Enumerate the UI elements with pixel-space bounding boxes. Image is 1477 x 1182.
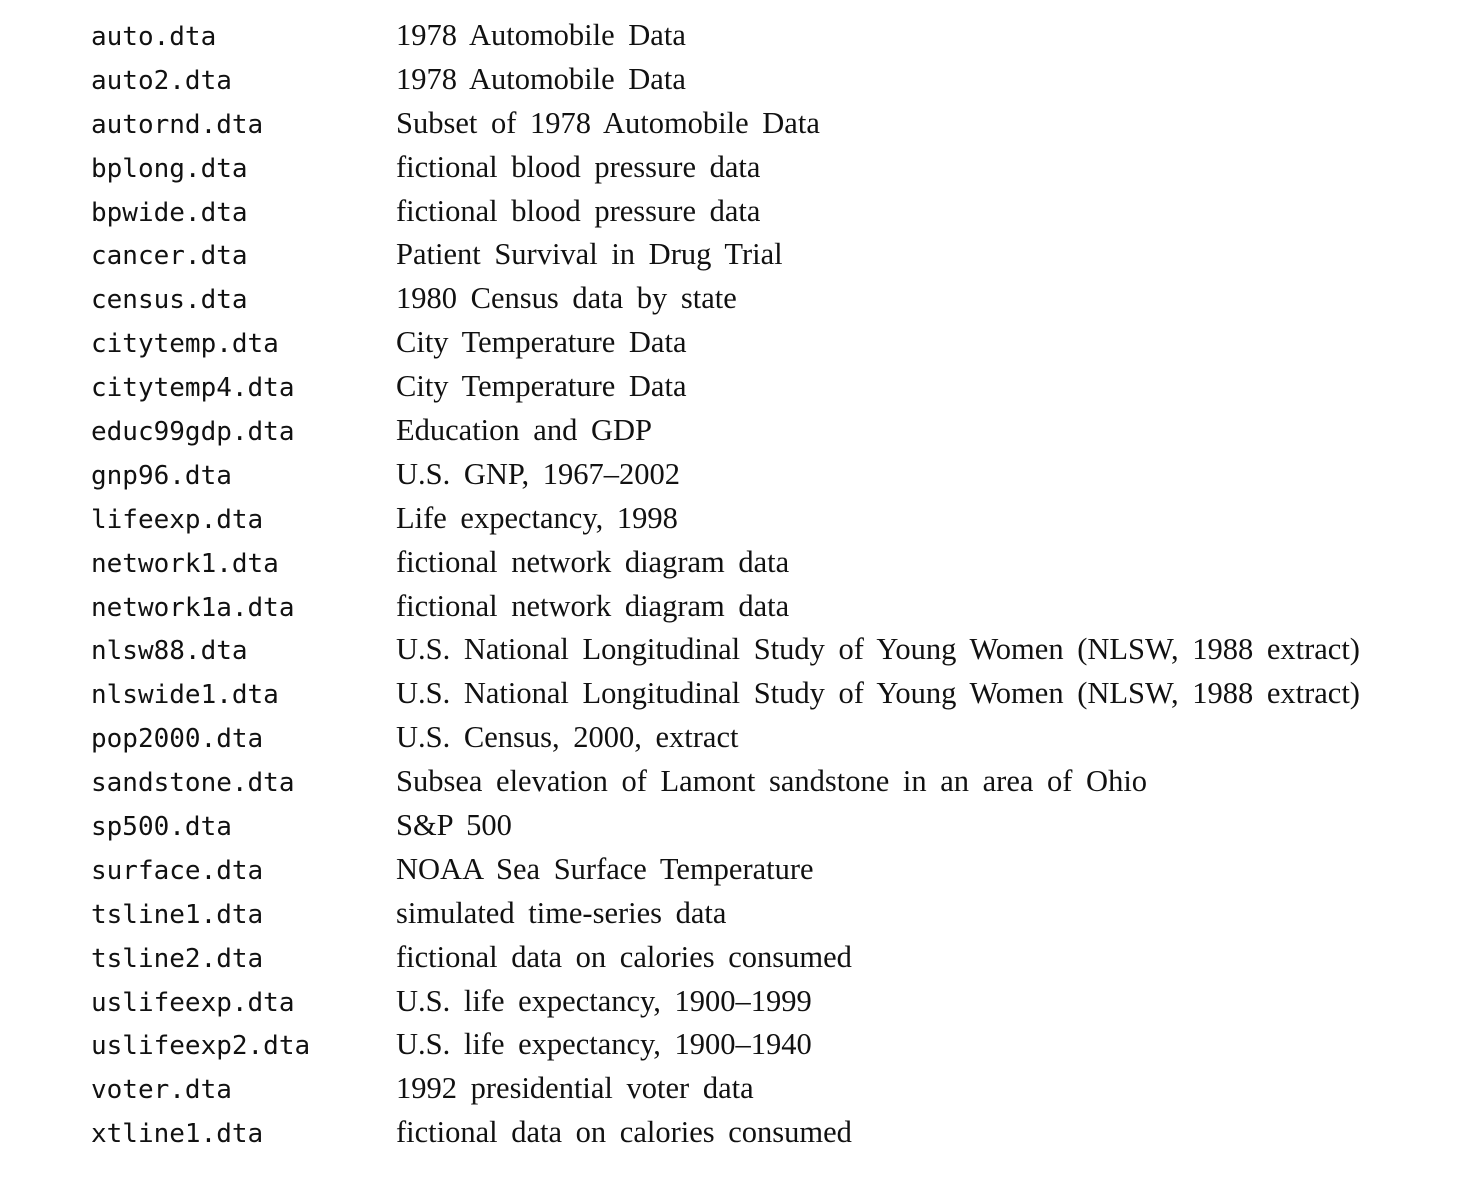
table-row: network1.dta fictional network diagram da… (91, 545, 1461, 589)
dataset-filename: nlswide1.dta (91, 680, 279, 711)
dataset-description: fictional blood pressure data (396, 193, 761, 228)
dataset-description: 1980 Census data by state (396, 281, 737, 316)
table-row: auto.dta 1978 Automobile Data (91, 18, 1461, 62)
table-row: gnp96.dta U.S. GNP, 1967–2002 (91, 457, 1461, 501)
dataset-description: City Temperature Data (396, 369, 687, 404)
table-row: cancer.dta Patient Survival in Drug Trial (91, 237, 1461, 281)
dataset-filename: tsline1.dta (91, 899, 264, 930)
table-row: sandstone.dta Subsea elevation of Lamont … (91, 764, 1461, 808)
table-row: tsline2.dta fictional data on calories co… (91, 940, 1461, 984)
dataset-description: fictional data on calories consumed (396, 939, 852, 974)
dataset-filename: uslifeexp.dta (91, 987, 295, 1018)
dataset-filename: sandstone.dta (91, 768, 295, 799)
dataset-description: Subset of 1978 Automobile Data (396, 105, 820, 140)
table-row: bpwide.dta fictional blood pressure data (91, 194, 1461, 238)
table-row: educ99gdp.dta Education and GDP (91, 413, 1461, 457)
dataset-filename: lifeexp.dta (91, 504, 264, 535)
dataset-description: U.S. Census, 2000, extract (396, 720, 739, 755)
dataset-description: City Temperature Data (396, 325, 687, 360)
dataset-filename: educ99gdp.dta (91, 417, 295, 448)
dataset-filename: surface.dta (91, 855, 264, 886)
dataset-filename: network1a.dta (91, 592, 295, 623)
dataset-description: simulated time-series data (396, 895, 727, 930)
dataset-filename: census.dta (91, 285, 248, 316)
dataset-filename: autornd.dta (91, 109, 264, 140)
table-row: uslifeexp.dta U.S. life expectancy, 1900–… (91, 984, 1461, 1028)
table-row: autornd.dta Subset of 1978 Automobile Dat… (91, 106, 1461, 150)
table-row: nlswide1.dta U.S. National Longitudinal S… (91, 676, 1461, 720)
table-row: uslifeexp2.dta U.S. life expectancy, 1900… (91, 1027, 1461, 1071)
dataset-filename: voter.dta (91, 1075, 232, 1106)
dataset-description: Patient Survival in Drug Trial (396, 237, 783, 272)
table-row: voter.dta 1992 presidential voter data (91, 1071, 1461, 1115)
dataset-description: 1992 presidential voter data (396, 1071, 754, 1106)
table-row: xtline1.dta fictional data on calories co… (91, 1115, 1461, 1159)
dataset-filename: uslifeexp2.dta (91, 1031, 311, 1062)
dataset-description: Education and GDP (396, 413, 652, 448)
dataset-description: fictional network diagram data (396, 588, 790, 623)
table-row: citytemp.dta City Temperature Data (91, 325, 1461, 369)
table-row: network1a.dta fictional network diagram d… (91, 589, 1461, 633)
dataset-description: U.S. life expectancy, 1900–1999 (396, 983, 812, 1018)
dataset-filename: bpwide.dta (91, 197, 248, 228)
dataset-filename: auto2.dta (91, 65, 232, 96)
table-row: sp500.dta S&P 500 (91, 808, 1461, 852)
table-row: citytemp4.dta City Temperature Data (91, 369, 1461, 413)
dataset-description: U.S. National Longitudinal Study of Youn… (396, 632, 1360, 667)
dataset-description: fictional network diagram data (396, 544, 790, 579)
dataset-description: U.S. National Longitudinal Study of Youn… (396, 676, 1360, 711)
dataset-description: Life expectancy, 1998 (396, 500, 678, 535)
dataset-table: auto.dta 1978 Automobile Data auto2.dta 19… (91, 18, 1461, 1159)
dataset-description: U.S. life expectancy, 1900–1940 (396, 1027, 812, 1062)
dataset-filename: nlsw88.dta (91, 636, 248, 667)
dataset-filename: gnp96.dta (91, 460, 232, 491)
table-row: lifeexp.dta Life expectancy, 1998 (91, 501, 1461, 545)
dataset-description: 1978 Automobile Data (396, 61, 686, 96)
table-row: pop2000.dta U.S. Census, 2000, extract (91, 720, 1461, 764)
table-row: nlsw88.dta U.S. National Longitudinal Stu… (91, 632, 1461, 676)
dataset-filename: network1.dta (91, 548, 279, 579)
dataset-filename: xtline1.dta (91, 1119, 264, 1150)
dataset-description: 1978 Automobile Data (396, 18, 686, 52)
dataset-description: fictional blood pressure data (396, 149, 761, 184)
dataset-description: NOAA Sea Surface Temperature (396, 851, 814, 886)
dataset-filename: pop2000.dta (91, 724, 264, 755)
dataset-filename: auto.dta (91, 22, 217, 52)
dataset-filename: cancer.dta (91, 241, 248, 272)
table-row: tsline1.dta simulated time-series data (91, 896, 1461, 940)
dataset-filename: sp500.dta (91, 812, 232, 843)
dataset-filename: citytemp.dta (91, 329, 279, 360)
dataset-description: U.S. GNP, 1967–2002 (396, 456, 680, 491)
table-row: auto2.dta 1978 Automobile Data (91, 62, 1461, 106)
dataset-description: Subsea elevation of Lamont sandstone in … (396, 764, 1148, 799)
dataset-description: S&P 500 (396, 808, 512, 843)
dataset-description: fictional data on calories consumed (396, 1115, 852, 1150)
table-row: census.dta 1980 Census data by state (91, 281, 1461, 325)
dataset-filename: tsline2.dta (91, 943, 264, 974)
table-row: surface.dta NOAA Sea Surface Temperature (91, 852, 1461, 896)
dataset-filename: citytemp4.dta (91, 373, 295, 404)
dataset-filename: bplong.dta (91, 153, 248, 184)
table-row: bplong.dta fictional blood pressure data (91, 150, 1461, 194)
